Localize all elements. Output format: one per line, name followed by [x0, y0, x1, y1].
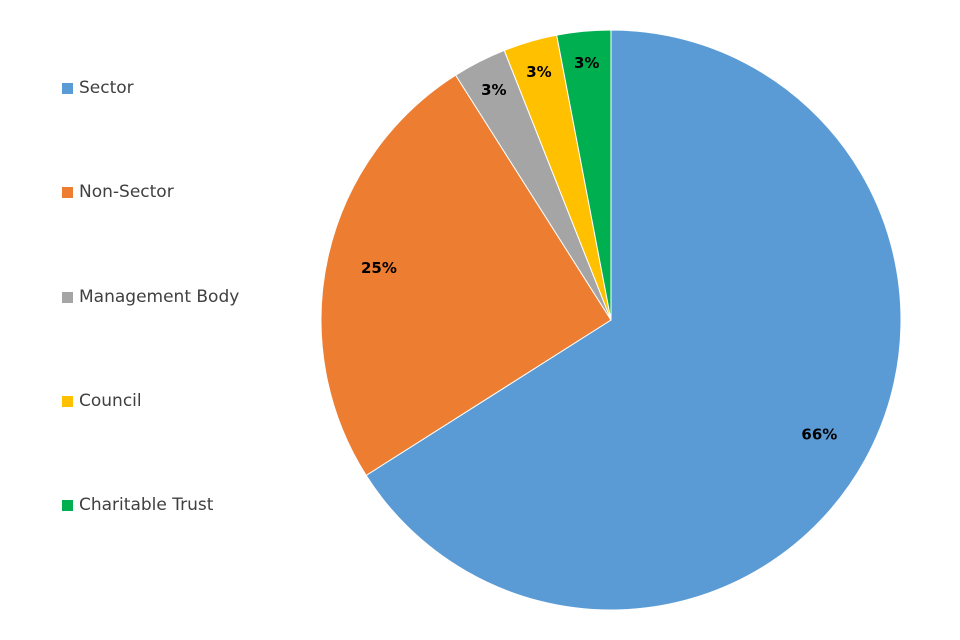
legend-label-sector: Sector	[79, 78, 134, 98]
data-label-charitable-trust: 3%	[574, 54, 599, 72]
legend-swatch-sector	[62, 82, 73, 94]
data-label-sector: 66%	[801, 426, 837, 444]
legend-swatch-charitable-trust	[62, 499, 73, 511]
legend-item-sector: Sector	[62, 77, 134, 99]
pie-slice-non-sector	[320, 74, 612, 477]
pie-slice-charitable-trust	[556, 29, 612, 321]
legend-label-management-body: Management Body	[79, 287, 240, 307]
legend-swatch-council	[62, 395, 73, 407]
pie-slice-sector	[365, 29, 902, 611]
legend-label-charitable-trust: Charitable Trust	[79, 495, 214, 515]
data-label-management-body: 3%	[481, 81, 506, 99]
legend-item-council: Council	[62, 390, 142, 412]
legend-swatch-management-body	[62, 291, 73, 303]
legend-swatch-non-sector	[62, 186, 73, 198]
data-label-council: 3%	[526, 63, 551, 81]
legend-item-non-sector: Non-Sector	[62, 181, 174, 203]
legend: Sector Non-Sector Management Body Counci…	[62, 0, 302, 640]
data-label-non-sector: 25%	[361, 259, 397, 277]
legend-label-non-sector: Non-Sector	[79, 182, 174, 202]
legend-item-charitable-trust: Charitable Trust	[62, 494, 213, 516]
legend-item-management-body: Management Body	[62, 286, 239, 308]
legend-label-council: Council	[79, 391, 142, 411]
